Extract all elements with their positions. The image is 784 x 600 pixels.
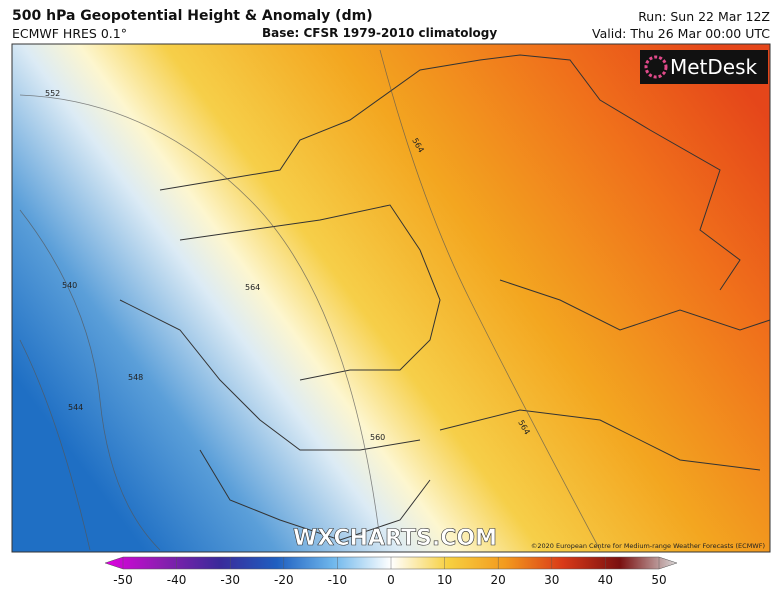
borders [119, 54, 771, 541]
logo-box [640, 50, 768, 84]
base: Base: CFSR 1979-2010 climatology [262, 26, 498, 40]
tick-label: 50 [651, 573, 666, 587]
tick-label: -30 [220, 573, 240, 587]
field [11, 43, 771, 553]
tick-label: -50 [113, 573, 133, 587]
contour-label: 548 [128, 373, 143, 382]
copyright: ©2020 European Centre for Medium-range W… [531, 542, 765, 550]
valid: Valid: Thu 26 Mar 00:00 UTC [592, 26, 770, 41]
colorbar-ticks: -50 -40 -30 -20 -10 0 10 20 30 40 50 [113, 557, 667, 587]
tick-label: 30 [544, 573, 559, 587]
contour-label: 560 [370, 433, 385, 442]
tick-label: 20 [491, 573, 506, 587]
tick-label: -10 [328, 573, 348, 587]
contours [19, 49, 601, 551]
tick-label: -20 [274, 573, 294, 587]
watermark: WXCHARTS.COM [293, 526, 497, 551]
contour-label: 564 [245, 283, 260, 292]
contour-label: 540 [62, 281, 77, 290]
model: ECMWF HRES 0.1° [12, 26, 127, 41]
tick-label: -40 [167, 573, 187, 587]
tick-label: 10 [437, 573, 452, 587]
title: 500 hPa Geopotential Height & Anomaly (d… [12, 8, 373, 24]
logo-icon [644, 55, 668, 79]
tick-label: 40 [598, 573, 613, 587]
tick-label: 0 [387, 573, 395, 587]
run: Run: Sun 22 Mar 12Z [638, 9, 770, 24]
contour-label: 544 [68, 403, 83, 412]
logo: MetDesk [670, 55, 758, 79]
contour-label: 552 [45, 89, 60, 98]
